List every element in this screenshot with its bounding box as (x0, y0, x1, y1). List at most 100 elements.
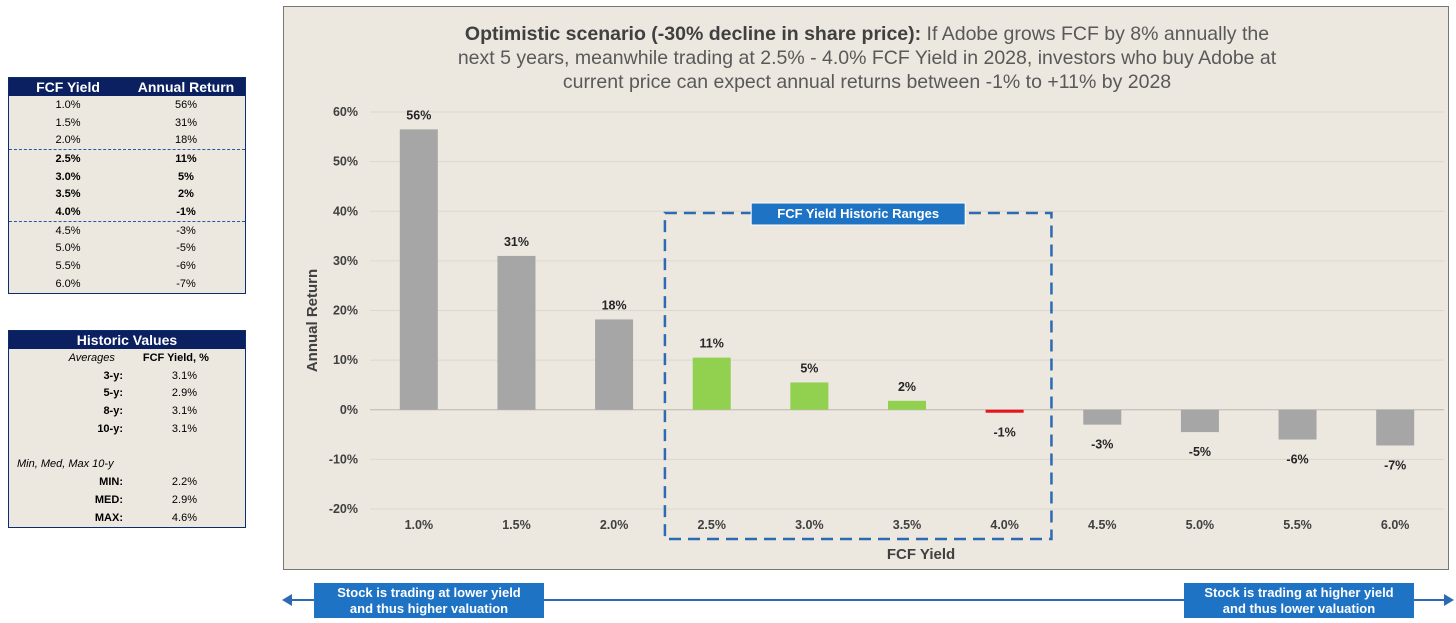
stat-value: 4.6% (171, 512, 197, 525)
x-tick-label: 4.0% (990, 518, 1019, 532)
bar (595, 319, 634, 410)
annual-return-cell: 2% (178, 188, 194, 201)
table-row: MAX: 4.6% (9, 509, 245, 527)
table-row: 2.5% 11% (9, 150, 245, 168)
annual-return-cell: 56% (174, 98, 198, 111)
y-tick-label: 50% (333, 155, 358, 169)
y-tick-label: 30% (333, 254, 358, 268)
bar (1083, 409, 1122, 425)
bar (985, 409, 1024, 413)
stat-value: 3.1% (171, 423, 197, 436)
x-tick-label: 3.5% (893, 518, 922, 532)
stats-rows: MIN: 2.2% MED: 2.9% MAX: 4.6% (9, 474, 245, 527)
averages-header-row: Averages FCF Yield, % (9, 349, 245, 367)
stat-label: MED: (94, 494, 123, 507)
fcf-yield-col-label: FCF Yield, % (142, 351, 209, 364)
x-tick-label: 2.5% (697, 518, 726, 532)
table-row: 2.0% 18% (9, 131, 245, 149)
bar (888, 400, 926, 410)
data-label: -5% (1189, 445, 1211, 459)
y-tick-label: 0% (340, 403, 358, 417)
y-axis-title: Annual Return (304, 269, 321, 372)
historic-range-divider (9, 149, 245, 151)
stat-value: 2.9% (171, 387, 197, 400)
x-tick-label: 5.0% (1186, 518, 1215, 532)
x-tick-label: 3.0% (795, 518, 824, 532)
data-label: 2% (898, 380, 916, 394)
fcf-yield-cell: 4.0% (55, 205, 81, 218)
table-row: 3-y: 3.1% (9, 367, 245, 385)
fcf-yield-table: FCF Yield Annual Return 1.0% 56% 1.5% 31% 2.… (8, 77, 246, 294)
stat-value: 3.1% (171, 405, 197, 418)
bar (1376, 409, 1415, 446)
bar (1180, 409, 1219, 433)
table-row: 1.0% 56% (9, 96, 245, 114)
stat-value: 2.2% (171, 476, 197, 489)
bar (790, 382, 829, 410)
chart-title-bold: Optimistic scenario (-30% decline in sha… (464, 23, 922, 45)
chart-title: Optimistic scenario (-30% decline in sha… (284, 22, 1450, 94)
data-label: 18% (602, 298, 627, 312)
fcf-yield-cell: 3.0% (55, 170, 81, 183)
stat-label: 10-y: (97, 423, 123, 436)
table-row: 4.5% -3% (9, 222, 245, 240)
historic-values-table: Historic Values Averages FCF Yield, % 3-… (8, 330, 246, 528)
stat-label: MIN: (99, 476, 123, 489)
stat-label: 8-y: (103, 405, 123, 418)
bar-chart: -20% -10% 0% 10% 20% 30% 40% 50% 60% 56% 1.0% 31% 1.… (304, 105, 1444, 563)
fcf-yield-cell: 1.0% (55, 98, 81, 111)
annual-return-cell: 11% (175, 152, 197, 165)
note-left-line1: Stock is trading at lower yield (337, 585, 521, 600)
y-tick-label: 10% (333, 353, 358, 367)
fcf-yield-cell: 4.5% (55, 224, 81, 237)
annual-return-cell: 5% (178, 170, 194, 183)
data-label: 5% (800, 361, 818, 375)
data-label: 31% (504, 235, 529, 249)
historic-range-label: FCF Yield Historic Ranges (777, 206, 939, 221)
data-label: -6% (1286, 453, 1308, 467)
x-tick-label: 5.5% (1283, 518, 1312, 532)
table-row: 5.5% -6% (9, 257, 245, 275)
stat-label: MAX: (94, 512, 123, 525)
bar (497, 255, 536, 410)
bar (692, 357, 731, 410)
table-row: 1.5% 31% (9, 114, 245, 132)
x-tick-label: 1.0% (405, 518, 434, 532)
note-lower-yield: Stock is trading at lower yield and thus… (314, 583, 544, 618)
table-row: 3.0% 5% (9, 168, 245, 186)
historic-range-divider (9, 220, 245, 222)
x-tick-label: 4.5% (1088, 518, 1117, 532)
table-row: 6.0% -7% (9, 275, 245, 293)
historic-range-label-box (750, 202, 966, 226)
data-label: -1% (994, 426, 1016, 440)
table-row: 4.0% -1% (9, 203, 245, 221)
fcf-yield-cell: 5.5% (55, 260, 81, 273)
stat-label: 5-y: (103, 387, 123, 400)
data-label: -7% (1384, 458, 1406, 472)
fcf-yield-table-body: 1.0% 56% 1.5% 31% 2.0% 18% 2.5% 11% 3.0% 5% 3.5% 2%… (9, 96, 245, 293)
y-tick-label: 20% (333, 304, 358, 318)
annual-return-cell: -7% (176, 277, 196, 290)
annual-return-cell: -3% (176, 224, 196, 237)
stat-value: 3.1% (171, 369, 197, 382)
x-tick-label: 1.5% (502, 518, 531, 532)
x-tick-label: 6.0% (1381, 518, 1410, 532)
y-tick-label: 60% (333, 105, 358, 119)
y-tick-label: 40% (333, 204, 358, 218)
note-right-line1: Stock is trading at higher yield (1204, 585, 1394, 600)
fcf-yield-cell: 5.0% (55, 242, 81, 255)
fcf-yield-cell: 1.5% (55, 116, 81, 129)
annual-return-cell: -1% (176, 205, 196, 218)
bar (1278, 409, 1317, 440)
header-annual-return: Annual Return (137, 79, 235, 95)
fcf-yield-cell: 2.0% (55, 134, 81, 147)
min-med-max-label: Min, Med, Max 10-y (17, 457, 114, 470)
annual-return-cell: 18% (174, 134, 198, 147)
table-row: 3.5% 2% (9, 185, 245, 203)
chart-title-line2: next 5 years, meanwhile trading at 2.5% … (457, 47, 1277, 69)
table-row: 5-y: 2.9% (9, 385, 245, 403)
chart-title-line1: If Adobe grows FCF by 8% annually the (921, 23, 1270, 45)
table-row: 8-y: 3.1% (9, 402, 245, 420)
averages-label: Averages (68, 351, 115, 364)
note-right-line2: and thus lower valuation (1222, 601, 1376, 616)
